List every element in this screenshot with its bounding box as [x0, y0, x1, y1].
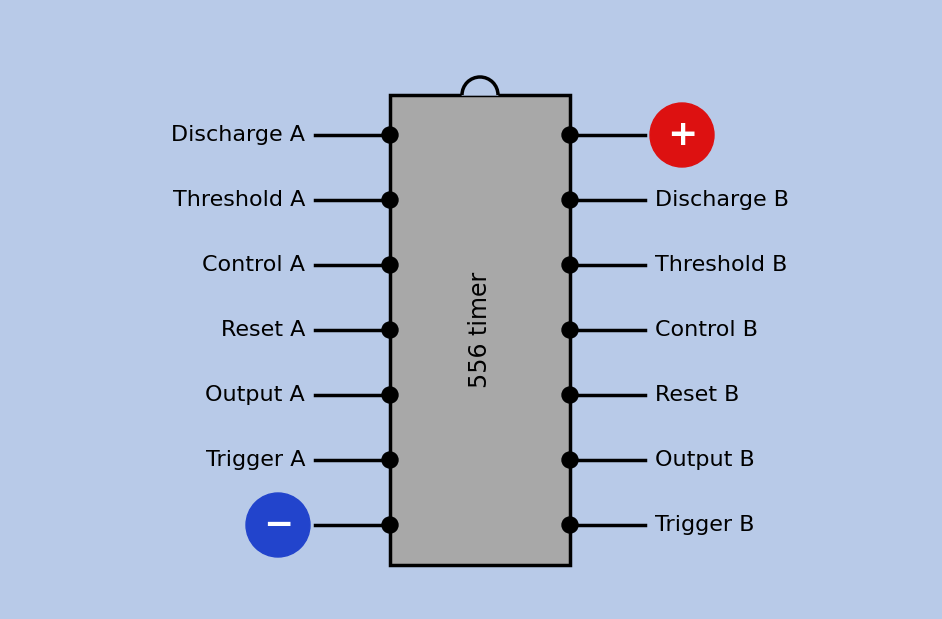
Text: 556 timer: 556 timer — [468, 272, 492, 388]
Circle shape — [562, 322, 578, 338]
Text: Discharge B: Discharge B — [655, 190, 789, 210]
Circle shape — [382, 387, 398, 403]
Text: Trigger A: Trigger A — [205, 450, 305, 470]
Text: Reset A: Reset A — [220, 320, 305, 340]
Circle shape — [382, 452, 398, 468]
Text: Trigger B: Trigger B — [655, 515, 755, 535]
Text: −: − — [263, 508, 293, 542]
Text: Threshold A: Threshold A — [172, 190, 305, 210]
Wedge shape — [462, 77, 498, 95]
Circle shape — [382, 322, 398, 338]
Circle shape — [562, 257, 578, 273]
Text: Threshold B: Threshold B — [655, 255, 788, 275]
Circle shape — [562, 387, 578, 403]
Text: Control B: Control B — [655, 320, 758, 340]
Circle shape — [382, 517, 398, 533]
Circle shape — [562, 192, 578, 208]
Circle shape — [382, 257, 398, 273]
Circle shape — [382, 192, 398, 208]
Circle shape — [246, 493, 310, 557]
Circle shape — [562, 452, 578, 468]
Text: Discharge A: Discharge A — [171, 125, 305, 145]
Text: Output A: Output A — [205, 385, 305, 405]
Circle shape — [382, 127, 398, 143]
Circle shape — [562, 517, 578, 533]
Text: Reset B: Reset B — [655, 385, 739, 405]
Text: +: + — [667, 118, 697, 152]
Text: Output B: Output B — [655, 450, 755, 470]
Circle shape — [650, 103, 714, 167]
Circle shape — [562, 127, 578, 143]
Text: Control A: Control A — [202, 255, 305, 275]
Bar — [390, 95, 570, 565]
